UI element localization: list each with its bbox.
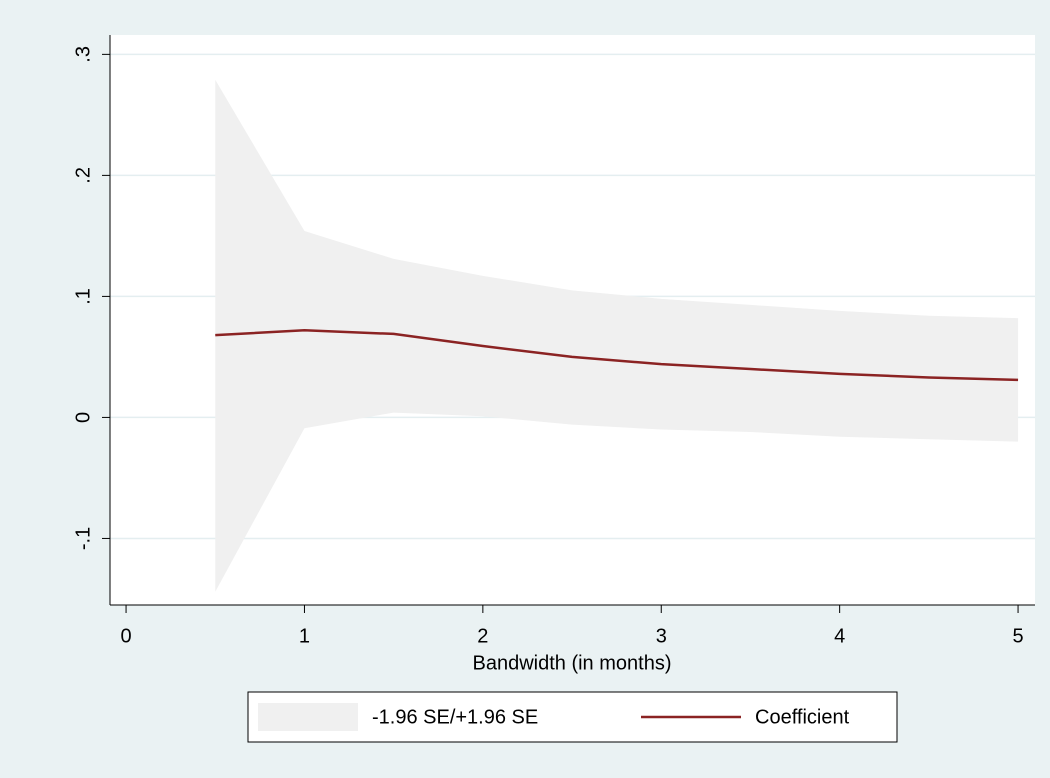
x-tick-label: 1 [299, 625, 310, 647]
y-tick-label: .2 [72, 167, 94, 184]
legend-label: -1.96 SE/+1.96 SE [372, 706, 538, 728]
confidence-band [215, 79, 1019, 592]
x-axis-title: Bandwidth (in months) [473, 652, 672, 674]
legend-label: Coefficient [755, 706, 850, 728]
y-tick-label: .1 [72, 288, 94, 305]
coefficient-line [215, 329, 1019, 382]
x-tick-label: 2 [477, 625, 488, 647]
x-tick-label: 3 [656, 625, 667, 647]
x-tick-label: 5 [1012, 625, 1023, 647]
y-tick-label: .3 [72, 46, 94, 63]
x-tick-label: 0 [120, 625, 131, 647]
x-tick-label: 4 [834, 625, 845, 647]
y-tick-label: 0 [72, 412, 94, 423]
legend-swatch [258, 703, 358, 731]
y-tick-label: -.1 [72, 527, 94, 550]
